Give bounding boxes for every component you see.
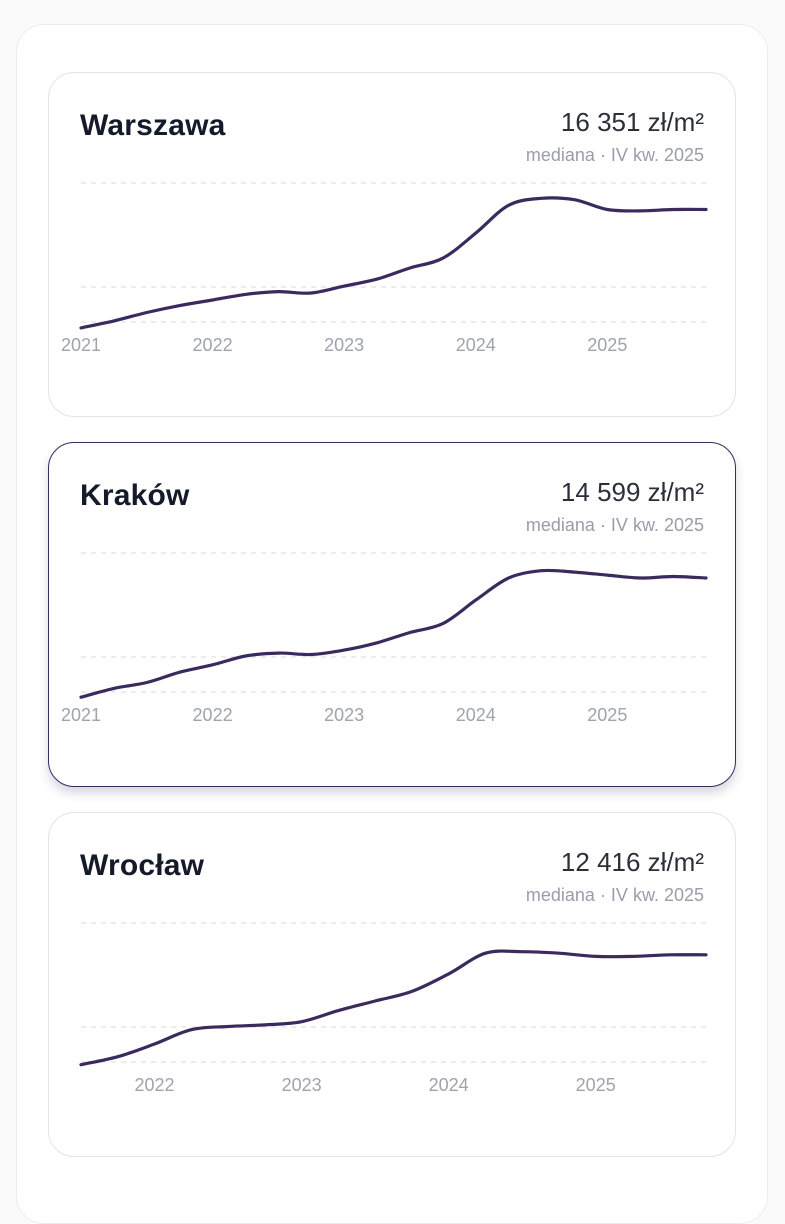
price-caption: mediana · IV kw. 2025: [525, 515, 704, 535]
x-tick-label: 2023: [324, 705, 364, 725]
x-tick-label: 2022: [193, 705, 233, 725]
median-price: 12 416 zł/m²: [560, 847, 704, 877]
price-trend-svg: 2022 2023 2024 2025: [79, 922, 708, 1095]
city-name: Kraków: [80, 479, 190, 512]
city-name: Wrocław: [80, 849, 205, 882]
x-tick-label: 2024: [456, 705, 496, 725]
median-price: 16 351 zł/m²: [560, 107, 704, 137]
x-tick-label: 2022: [193, 335, 233, 355]
x-tick-label: 2023: [324, 335, 364, 355]
price-series-line: [79, 568, 708, 699]
city-card-wroclaw[interactable]: Wrocław 12 416 zł/m² mediana · IV kw. 20…: [48, 812, 736, 1157]
price-trend-chart: 2021 2022 2023 2024 2025: [49, 543, 737, 733]
x-tick-label: 2024: [456, 335, 496, 355]
x-tick-label: 2025: [587, 335, 627, 355]
price-trend-svg: 2021 2022 2023 2024 2025: [61, 552, 708, 725]
price-caption: mediana · IV kw. 2025: [525, 145, 704, 165]
price-series-line: [79, 949, 708, 1067]
x-tick-label: 2023: [282, 1075, 322, 1095]
price-trend-chart: 2021 2022 2023 2024 2025: [49, 173, 737, 363]
x-tick-label: 2025: [587, 705, 627, 725]
x-tick-label: 2022: [135, 1075, 175, 1095]
price-trend-svg: 2021 2022 2023 2024 2025: [61, 182, 708, 355]
x-tick-label: 2021: [61, 705, 101, 725]
median-price: 14 599 zł/m²: [560, 477, 704, 507]
price-trend-chart: 2022 2023 2024 2025: [49, 913, 737, 1103]
city-card-krakow[interactable]: Kraków 14 599 zł/m² mediana · IV kw. 202…: [48, 442, 736, 787]
x-tick-label: 2021: [61, 335, 101, 355]
x-tick-label: 2025: [576, 1075, 616, 1095]
price-caption: mediana · IV kw. 2025: [525, 885, 704, 905]
city-card-warszawa[interactable]: Warszawa 16 351 zł/m² mediana · IV kw. 2…: [48, 72, 736, 417]
city-name: Warszawa: [80, 109, 226, 142]
x-tick-label: 2024: [429, 1075, 469, 1095]
price-series-line: [79, 196, 708, 330]
